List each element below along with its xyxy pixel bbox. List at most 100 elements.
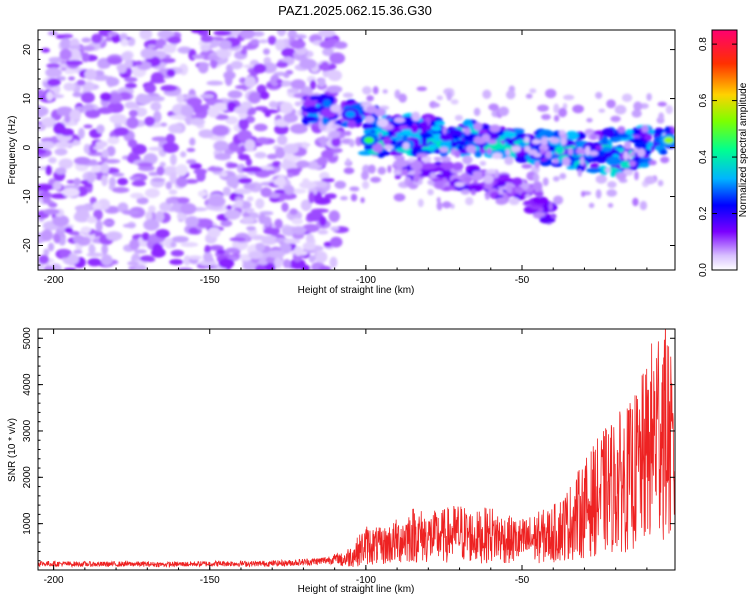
spectrogram-blob xyxy=(170,249,185,257)
spectrogram-blob xyxy=(69,109,82,121)
y-tick-label: 4000 xyxy=(22,373,33,396)
spectrogram-blob xyxy=(199,93,215,99)
spectrogram-blob xyxy=(328,210,340,223)
spectrogram-blob xyxy=(614,104,627,115)
spectrogram-blob xyxy=(615,172,627,181)
spectrogram-blob xyxy=(560,136,567,146)
spectrogram-blob xyxy=(372,142,384,153)
spectrogram-blob xyxy=(204,244,211,255)
spectrogram-blob xyxy=(361,180,370,190)
spectrogram-blob xyxy=(218,258,235,269)
spectrogram-blob xyxy=(206,80,224,86)
spectrogram-blob xyxy=(334,180,347,189)
spectrogram-blob xyxy=(549,137,560,144)
spectrogram-blob xyxy=(255,242,266,252)
spectrogram-blob xyxy=(351,186,360,192)
spectrogram-blob xyxy=(131,180,146,187)
spectrogram-blob xyxy=(145,211,153,221)
spectrogram-blob xyxy=(276,30,287,37)
spectrogram-blob xyxy=(446,90,452,101)
spectrogram-blob xyxy=(124,101,137,109)
spectrogram-blob xyxy=(77,127,85,140)
spectrogram-blob xyxy=(117,202,129,213)
spectrogram-blob xyxy=(479,160,487,166)
spectrogram-blob xyxy=(144,116,156,127)
spectrogram-blob xyxy=(59,48,72,61)
spectrogram-blob xyxy=(436,201,443,211)
spectrogram-blob xyxy=(233,188,252,195)
spectrogram-blob xyxy=(191,104,205,114)
spectrogram-blob xyxy=(52,181,62,191)
spectrogram-blob xyxy=(214,153,231,161)
spectrogram-blob xyxy=(431,125,442,132)
spectrogram-blob xyxy=(83,124,93,129)
spectrogram-blob xyxy=(524,145,531,153)
spectrogram-blob xyxy=(521,163,533,169)
spectrogram-blob xyxy=(633,101,643,111)
spectrogram-blob xyxy=(540,136,548,147)
spectrogram-blob xyxy=(290,79,306,90)
spectrogram-blob xyxy=(248,250,264,260)
spectrogram-blob xyxy=(85,109,101,119)
spectrogram-blob xyxy=(152,243,163,254)
spectrogram-blob xyxy=(511,145,522,153)
y-tick-label: 10 xyxy=(22,93,33,105)
spectrogram-blob xyxy=(532,181,543,191)
spectrogram-blob xyxy=(305,106,321,115)
y-tick-label: 0 xyxy=(22,144,33,150)
spectrogram-blob xyxy=(450,141,458,148)
spectrogram-blob xyxy=(282,259,292,269)
spectrogram-blob xyxy=(51,94,65,99)
colorbar-tick-label: 0.2 xyxy=(698,206,709,220)
spectrogram-blob xyxy=(286,168,302,174)
spectrogram-blob xyxy=(207,227,221,238)
spectrogram-blob xyxy=(243,183,256,190)
spectrogram-blob xyxy=(293,246,303,257)
spectrogram-blob xyxy=(143,153,158,165)
spectrogram-blob xyxy=(264,111,271,118)
x-tick-label: -50 xyxy=(515,575,530,586)
spectrogram-blob xyxy=(300,199,312,211)
spectrogram-blob xyxy=(393,159,409,168)
spectrogram-blob xyxy=(148,146,164,151)
spectrogram-blob xyxy=(317,78,326,88)
y-tick-label: -20 xyxy=(22,238,33,253)
spectrogram-blob xyxy=(185,215,199,228)
spectrogram-blob xyxy=(155,210,165,223)
spectrogram-blob xyxy=(81,52,90,63)
spectrogram-blob xyxy=(283,72,290,79)
spectrogram-blob xyxy=(343,167,355,175)
spectrogram-blob xyxy=(190,30,205,34)
spectrogram-blob xyxy=(454,150,461,158)
spectrogram-blob xyxy=(408,170,416,176)
spectrogram-blob xyxy=(159,201,172,212)
spectrogram-blob xyxy=(263,48,270,55)
spectrogram-blob xyxy=(452,134,460,141)
spectrogram-blob xyxy=(38,124,46,131)
spectrogram-blob xyxy=(180,202,197,215)
spectrogram-blob xyxy=(301,115,318,123)
spectrogram-blob xyxy=(348,139,355,148)
spectrogram-blob xyxy=(590,133,597,141)
spectrogram-blob xyxy=(268,100,278,109)
spectrogram-blob xyxy=(299,58,317,70)
spectrogram-blob xyxy=(144,188,160,198)
spectrogram-blob xyxy=(166,68,176,78)
spectrogram-blob xyxy=(289,208,298,216)
spectrogram-blob xyxy=(441,156,451,163)
spectrogram-blob xyxy=(73,249,83,255)
spectrogram-blob xyxy=(321,150,334,159)
spectrogram-blob xyxy=(333,41,348,49)
spectrogram-blob xyxy=(241,166,258,173)
spectrogram-blob xyxy=(211,125,230,137)
spectrogram-blob xyxy=(657,179,664,187)
spectrogram-blob xyxy=(281,47,296,58)
spectrogram-blob xyxy=(665,105,673,115)
spectrogram-blob xyxy=(552,158,559,164)
spectrogram-blob xyxy=(508,197,520,206)
spectrogram-blob xyxy=(58,158,74,169)
spectrogram-blob xyxy=(64,114,71,123)
spectrogram-blob xyxy=(537,104,549,112)
y-tick-label: 3000 xyxy=(22,419,33,442)
spectrogram-blob xyxy=(101,254,113,266)
